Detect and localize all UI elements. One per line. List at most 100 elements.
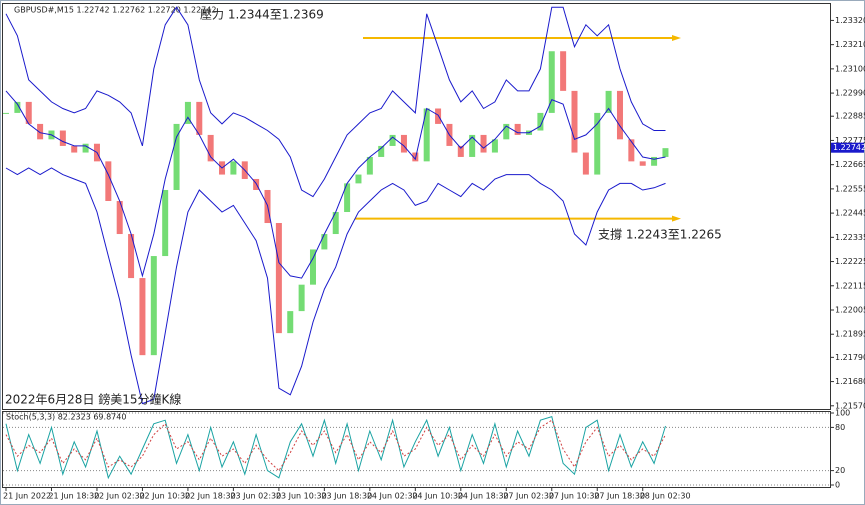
price-bar xyxy=(162,189,169,257)
annotation: 2022年6月28日 鎊美15分鐘K線 xyxy=(5,392,181,407)
price-bar xyxy=(423,108,430,162)
price-bar xyxy=(14,101,21,113)
price-bar xyxy=(503,123,510,140)
series-line xyxy=(5,167,666,405)
price-bar xyxy=(389,134,396,146)
x-tick-label: 27 Jun 10:30 xyxy=(549,492,600,501)
price-bar xyxy=(105,161,112,201)
price-bar xyxy=(480,134,487,153)
series-line xyxy=(5,415,666,480)
x-tick-label: 21 Jun 2022 xyxy=(3,492,51,501)
x-tick-label: 21 Jun 18:30 xyxy=(48,492,99,501)
price-bar xyxy=(275,223,282,334)
y-tick-label: 1.23320 xyxy=(835,16,865,25)
x-tick-label: 27 Jun 02:30 xyxy=(503,492,554,501)
price-bar xyxy=(207,134,214,162)
price-bar xyxy=(37,123,44,140)
y-tick-label: 1.23100 xyxy=(835,64,865,73)
y-tick-label: 1.21895 xyxy=(835,330,865,339)
y-tick-label: 1.21790 xyxy=(835,353,865,362)
price-bar xyxy=(457,145,464,157)
x-tick-label: 22 Jun 18:30 xyxy=(185,492,236,501)
price-bar xyxy=(128,234,135,279)
price-bar xyxy=(150,256,157,356)
series-line xyxy=(5,90,666,279)
price-bar xyxy=(287,311,294,334)
price-bar xyxy=(616,90,623,140)
price-bar xyxy=(25,101,32,124)
price-bar xyxy=(355,174,362,184)
y-tick-label: 1.22005 xyxy=(835,306,865,315)
price-box xyxy=(831,142,864,153)
price-bar xyxy=(332,212,339,235)
price-bar xyxy=(116,200,123,235)
price-bar xyxy=(366,156,373,175)
x-tick-label: 23 Jun 02:30 xyxy=(230,492,281,501)
y-tick-label: 80 xyxy=(835,423,845,432)
price-bar xyxy=(139,278,146,356)
arrow-head xyxy=(672,35,681,42)
x-tick-label: 24 Jun 10:30 xyxy=(412,492,463,501)
x-tick-label: 23 Jun 10:30 xyxy=(276,492,327,501)
arrow-head xyxy=(672,215,681,222)
annotation: 支撐 1.2243至1.2265 xyxy=(598,228,722,242)
price-bar xyxy=(662,148,669,157)
y-tick-label: 1.22115 xyxy=(835,281,865,290)
y-tick-label: 1.22445 xyxy=(835,209,865,218)
price-bar xyxy=(400,134,407,153)
price-bar xyxy=(378,145,385,157)
x-tick-label: 22 Jun 10:30 xyxy=(139,492,190,501)
y-tick-label: 1.22775 xyxy=(835,136,865,145)
price-bar xyxy=(173,123,180,190)
price-bar xyxy=(82,143,89,153)
y-tick-label: 1.22665 xyxy=(835,160,865,169)
x-tick-label: 28 Jun 02:30 xyxy=(640,492,691,501)
y-tick-label: 1.21570 xyxy=(835,401,865,410)
price-bar xyxy=(571,90,578,153)
price-bar xyxy=(298,284,305,312)
y-tick-label: 1.22555 xyxy=(835,184,865,193)
price-bar xyxy=(321,234,328,250)
price-bar xyxy=(548,51,555,113)
annotation: 壓力 1.2344至1.2369 xyxy=(200,8,324,22)
price-bar xyxy=(651,156,658,166)
price-bar xyxy=(309,249,316,285)
x-tick-label: 24 Jun 18:30 xyxy=(458,492,509,501)
price-bar xyxy=(435,108,442,124)
main-panel xyxy=(2,3,831,410)
price-bar xyxy=(594,112,601,175)
x-tick-label: 22 Jun 02:30 xyxy=(94,492,145,501)
y-tick-label: 1.22225 xyxy=(835,257,865,266)
x-tick-label: 27 Jun 18:30 xyxy=(594,492,645,501)
price-bar xyxy=(514,123,521,135)
y-tick-label: 1.22335 xyxy=(835,233,865,242)
x-tick-label: 24 Jun 02:30 xyxy=(367,492,418,501)
stoch-title: Stoch(5,3,3) 82.2323 69.8740 xyxy=(6,413,126,422)
series-line xyxy=(5,6,666,198)
price-bar xyxy=(491,139,498,153)
y-tick-label: 1.22885 xyxy=(835,112,865,121)
price-bar xyxy=(3,112,9,114)
series-line xyxy=(5,419,666,472)
price-bar xyxy=(639,161,646,166)
price-bar xyxy=(196,101,203,135)
price-bar xyxy=(344,183,351,213)
y-tick-label: 20 xyxy=(835,466,845,475)
y-tick-label: 1.23210 xyxy=(835,40,865,49)
price-bar xyxy=(560,51,567,91)
price-bar xyxy=(628,139,635,162)
price-bar xyxy=(71,145,78,153)
price-label: 1.22742 xyxy=(833,143,865,152)
price-bar xyxy=(469,134,476,157)
stoch-panel xyxy=(2,411,831,488)
chart-title: GBPUSD#,M15 1.22742 1.22762 1.22720 1.22… xyxy=(14,6,216,15)
price-bar xyxy=(230,161,237,175)
price-bar xyxy=(605,90,612,113)
price-bar xyxy=(184,101,191,124)
y-tick-label: 100 xyxy=(835,409,850,418)
y-tick-label: 0 xyxy=(835,481,840,490)
price-bar xyxy=(59,130,66,146)
y-tick-label: 1.22990 xyxy=(835,89,865,98)
